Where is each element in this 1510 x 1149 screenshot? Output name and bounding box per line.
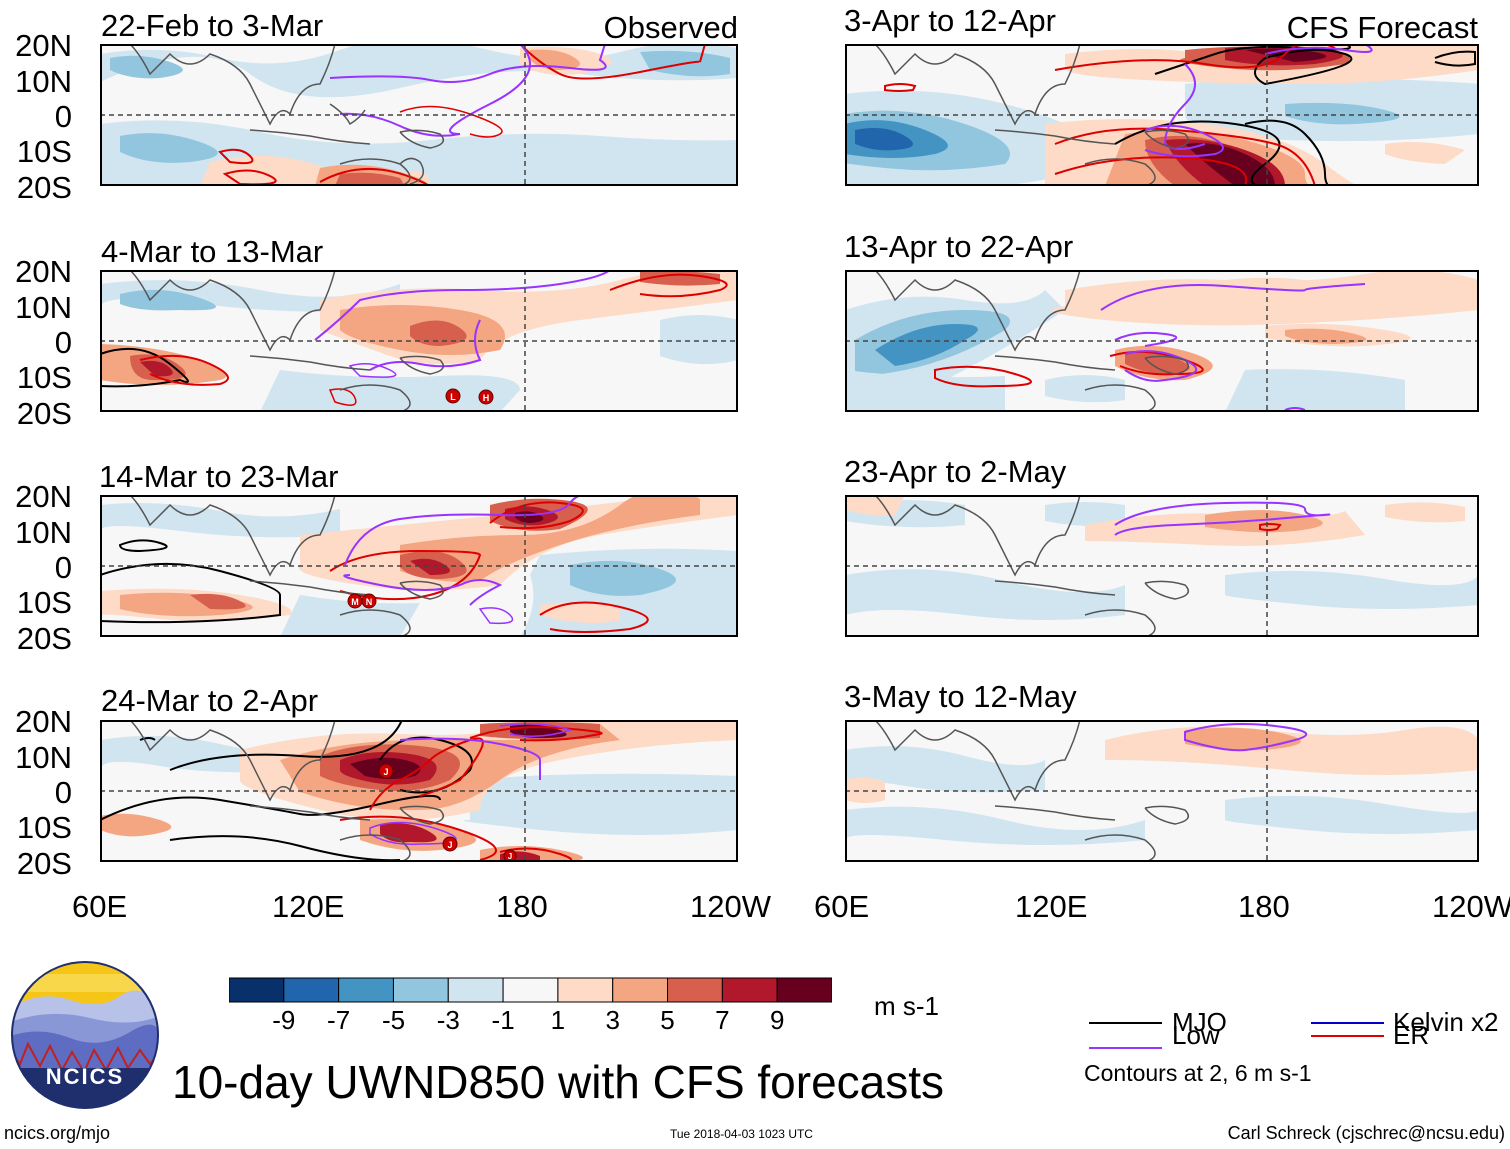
legend-note: Contours at 2, 6 m s-1 — [1084, 1060, 1312, 1086]
colorbar-tick: -5 — [381, 1005, 406, 1035]
lon-tick: 180 — [1238, 889, 1290, 924]
colorbar-tick: -1 — [491, 1005, 515, 1035]
colorbar-swatch — [667, 977, 723, 1003]
lat-tick: 20N — [15, 704, 72, 739]
panel-forecast-1 — [845, 44, 1479, 186]
storm-marker: H — [478, 389, 494, 405]
storm-marker-letter: L — [450, 392, 456, 402]
lat-tick: 0 — [54, 550, 72, 585]
panel-title: 3-Apr to 12-Apr — [844, 3, 1056, 38]
panel-forecast-2 — [845, 270, 1479, 412]
lat-tick: 10N — [15, 740, 72, 775]
lat-tick: 0 — [54, 325, 72, 360]
colorbar-swatch — [502, 977, 559, 1003]
lat-tick: 20N — [15, 254, 72, 289]
lat-tick: 10N — [15, 290, 72, 325]
lat-tick: 10S — [16, 585, 72, 620]
ncics-logo: NCICS — [10, 960, 160, 1110]
colorbar-swatch — [776, 977, 832, 1003]
lat-tick: 10S — [16, 810, 72, 845]
footer-credit: Carl Schreck (cjschrec@ncsu.edu) — [1227, 1123, 1505, 1143]
legend-line-mjo — [1089, 1022, 1162, 1024]
lat-tick: 20S — [16, 621, 72, 656]
colorbar-units: m s-1 — [874, 991, 939, 1021]
panel-title: 22-Feb to 3-Mar — [101, 8, 324, 43]
panel-title: 14-Mar to 23-Mar — [99, 459, 339, 494]
panel-title: 4-Mar to 13-Mar — [101, 234, 324, 269]
panel-observed-2: L H — [100, 270, 738, 412]
colorbar-tick: -7 — [327, 1005, 351, 1035]
storm-marker: J — [378, 763, 394, 779]
colorbar-tick: 1 — [550, 1005, 566, 1035]
storm-marker: J — [442, 836, 458, 852]
panel-title: 3-May to 12-May — [844, 679, 1077, 714]
lon-tick: 120E — [1015, 889, 1088, 924]
storm-marker-letter: J — [383, 767, 388, 777]
storm-marker-letter: J — [508, 852, 512, 861]
legend-line-low — [1089, 1047, 1162, 1049]
lat-tick: 20N — [15, 479, 72, 514]
lat-tick: 10N — [15, 64, 72, 99]
colorbar-swatch — [229, 977, 285, 1003]
lon-tick: 180 — [496, 889, 548, 924]
lat-tick: 20S — [16, 170, 72, 205]
lat-tick: 20S — [16, 396, 72, 431]
storm-marker-letter: N — [366, 597, 373, 607]
legend-line-er — [1311, 1035, 1384, 1037]
legend-label-kelvin: Kelvin x2 — [1393, 1007, 1499, 1037]
panel-title: 24-Mar to 2-Apr — [101, 683, 319, 718]
lat-tick: 20N — [15, 28, 72, 63]
footer-timestamp: Tue 2018-04-03 1023 UTC — [670, 1127, 813, 1141]
legend-line-kelvin — [1311, 1022, 1384, 1024]
storm-marker-letter: J — [447, 840, 452, 850]
lat-tick: 10S — [16, 134, 72, 169]
storm-marker: N — [361, 593, 377, 609]
legend-label-low: Low — [1172, 1020, 1220, 1050]
lat-tick: 20S — [16, 846, 72, 881]
panel-title: 23-Apr to 2-May — [844, 454, 1067, 489]
panel-forecast-4 — [845, 720, 1479, 862]
colorbar: -9 -7 -5 -3 -1 1 3 5 7 9 — [229, 977, 832, 1033]
storm-marker-letter: M — [351, 597, 359, 607]
colorbar-swatch — [338, 977, 394, 1003]
colorbar-tick: 3 — [605, 1005, 620, 1035]
storm-marker-letter: H — [483, 393, 490, 403]
lat-tick: 0 — [54, 99, 72, 134]
panel-label-observed: Observed — [603, 10, 738, 45]
footer-url: ncics.org/mjo — [4, 1123, 111, 1143]
lon-tick: 60E — [72, 889, 128, 924]
panel-observed-3: M N — [100, 495, 738, 637]
lon-tick: 60E — [814, 889, 870, 924]
logo-text: NCICS — [46, 1064, 124, 1089]
colorbar-swatch — [721, 977, 778, 1003]
lon-tick: 120W — [690, 889, 771, 924]
storm-marker: L — [445, 388, 461, 404]
lon-tick: 120W — [1432, 889, 1510, 924]
lat-tick: 10N — [15, 515, 72, 550]
legend-label-er: ER — [1393, 1020, 1430, 1050]
colorbar-tick: 5 — [660, 1005, 675, 1035]
panel-observed-1 — [100, 44, 738, 186]
colorbar-tick: -9 — [272, 1005, 296, 1035]
lat-tick: 0 — [54, 775, 72, 810]
lon-tick: 120E — [272, 889, 345, 924]
colorbar-swatch — [283, 977, 340, 1003]
storm-marker: J — [503, 849, 517, 862]
colorbar-tick: -3 — [436, 1005, 460, 1035]
legend-label-mjo: MJO — [1172, 1007, 1227, 1037]
panel-title: 13-Apr to 22-Apr — [844, 229, 1074, 264]
lat-tick: 10S — [16, 360, 72, 395]
colorbar-swatch — [447, 977, 504, 1003]
colorbar-swatch — [392, 977, 449, 1003]
colorbar-tick: 9 — [769, 1005, 785, 1035]
panel-forecast-3 — [845, 495, 1479, 637]
panel-observed-4: J J J — [100, 720, 738, 862]
colorbar-tick: 7 — [715, 1005, 730, 1035]
colorbar-swatch — [612, 977, 669, 1003]
colorbar-swatch — [557, 977, 614, 1003]
figure-title: 10-day UWND850 with CFS forecasts — [172, 1056, 945, 1108]
panel-label-cfs-forecast: CFS Forecast — [1286, 10, 1478, 45]
storm-marker: M — [347, 593, 363, 609]
